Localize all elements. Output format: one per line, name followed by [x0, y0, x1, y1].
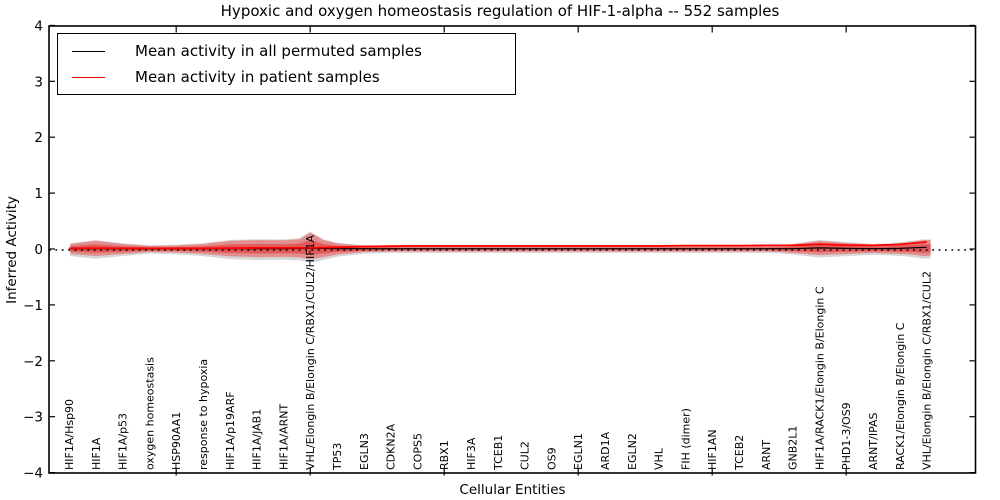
x-category-label: HIF1A/JAB1 [251, 409, 264, 470]
y-tick-label: 3 [34, 74, 43, 90]
x-category-label: EGLN1 [572, 433, 585, 470]
x-category-label: HIF1A [90, 437, 103, 470]
x-category-label: GNB2L1 [787, 426, 800, 470]
legend-entry-patient: Mean activity in patient samples [72, 65, 515, 89]
x-category-label: TP53 [331, 443, 344, 471]
x-category-label: HSP90AA1 [170, 412, 183, 470]
x-category-label: TCEB1 [492, 435, 505, 471]
y-tick-label: 1 [34, 186, 43, 202]
patient-line-swatch [72, 76, 105, 78]
x-category-label: HIF1AN [706, 429, 719, 470]
patient-violin-band-core [70, 240, 931, 255]
x-axis-label: Cellular Entities [459, 482, 566, 498]
x-category-label: HIF1A/Hsp90 [63, 399, 76, 470]
y-tick-label: −4 [23, 466, 43, 482]
plot-border [48, 25, 977, 474]
y-tick-label: 4 [34, 18, 43, 34]
x-category-label: response to hypoxia [197, 359, 210, 470]
x-category-label: VHL/Elongin B/Elongin C/RBX1/CUL2 [921, 271, 934, 470]
x-category-label: CUL2 [519, 441, 532, 470]
x-category-label: OS9 [545, 447, 558, 470]
legend-entry-permuted: Mean activity in all permuted samples [72, 39, 515, 63]
x-category-label: VHL/Elongin B/Elongin C/RBX1/CUL2/HIF1A [304, 234, 317, 470]
x-category-label: RBX1 [438, 440, 451, 470]
chart-title: Hypoxic and oxygen homeostasis regulatio… [220, 2, 780, 20]
patient-mean-line [68, 241, 927, 250]
x-category-label: HIF1A/p53 [117, 413, 130, 470]
x-category-label: HIF1A/ARNT [277, 404, 290, 470]
x-category-label: EGLN2 [626, 433, 639, 470]
x-category-label: RACK1/Elongin B/Elongin C [894, 322, 907, 470]
x-category-label: ARNT/IPAS [867, 412, 880, 470]
legend-label: Mean activity in all permuted samples [135, 42, 422, 60]
x-category-label: oxygen homeostasis [143, 357, 156, 470]
permuted-line-swatch [72, 50, 105, 52]
legend-box: Mean activity in all permuted samples Me… [57, 33, 516, 95]
y-tick-label: 2 [34, 130, 43, 146]
x-category-label: COPS5 [411, 433, 424, 470]
x-category-label: ARD1A [599, 431, 612, 470]
x-category-label: HIF1A/RACK1/Elongin B/Elongin C [813, 286, 826, 470]
y-tick-label: −2 [23, 354, 43, 370]
x-category-label: HIF3A [465, 437, 478, 470]
y-tick-label: −1 [23, 298, 43, 314]
x-category-label: VHL [653, 447, 666, 470]
x-category-label: FIH (dimer) [679, 408, 692, 470]
x-category-label: TCEB2 [733, 435, 746, 471]
y-tick-label: 0 [34, 242, 43, 258]
x-category-label: CDKN2A [385, 423, 398, 470]
x-category-label: EGLN3 [358, 433, 371, 470]
x-category-label: HIF1A/p19ARF [224, 391, 237, 470]
legend-label: Mean activity in patient samples [135, 68, 380, 86]
x-category-label: PHD1-3/OS9 [840, 402, 853, 470]
y-tick-label: −3 [23, 410, 43, 426]
x-category-label: ARNT [760, 440, 773, 470]
